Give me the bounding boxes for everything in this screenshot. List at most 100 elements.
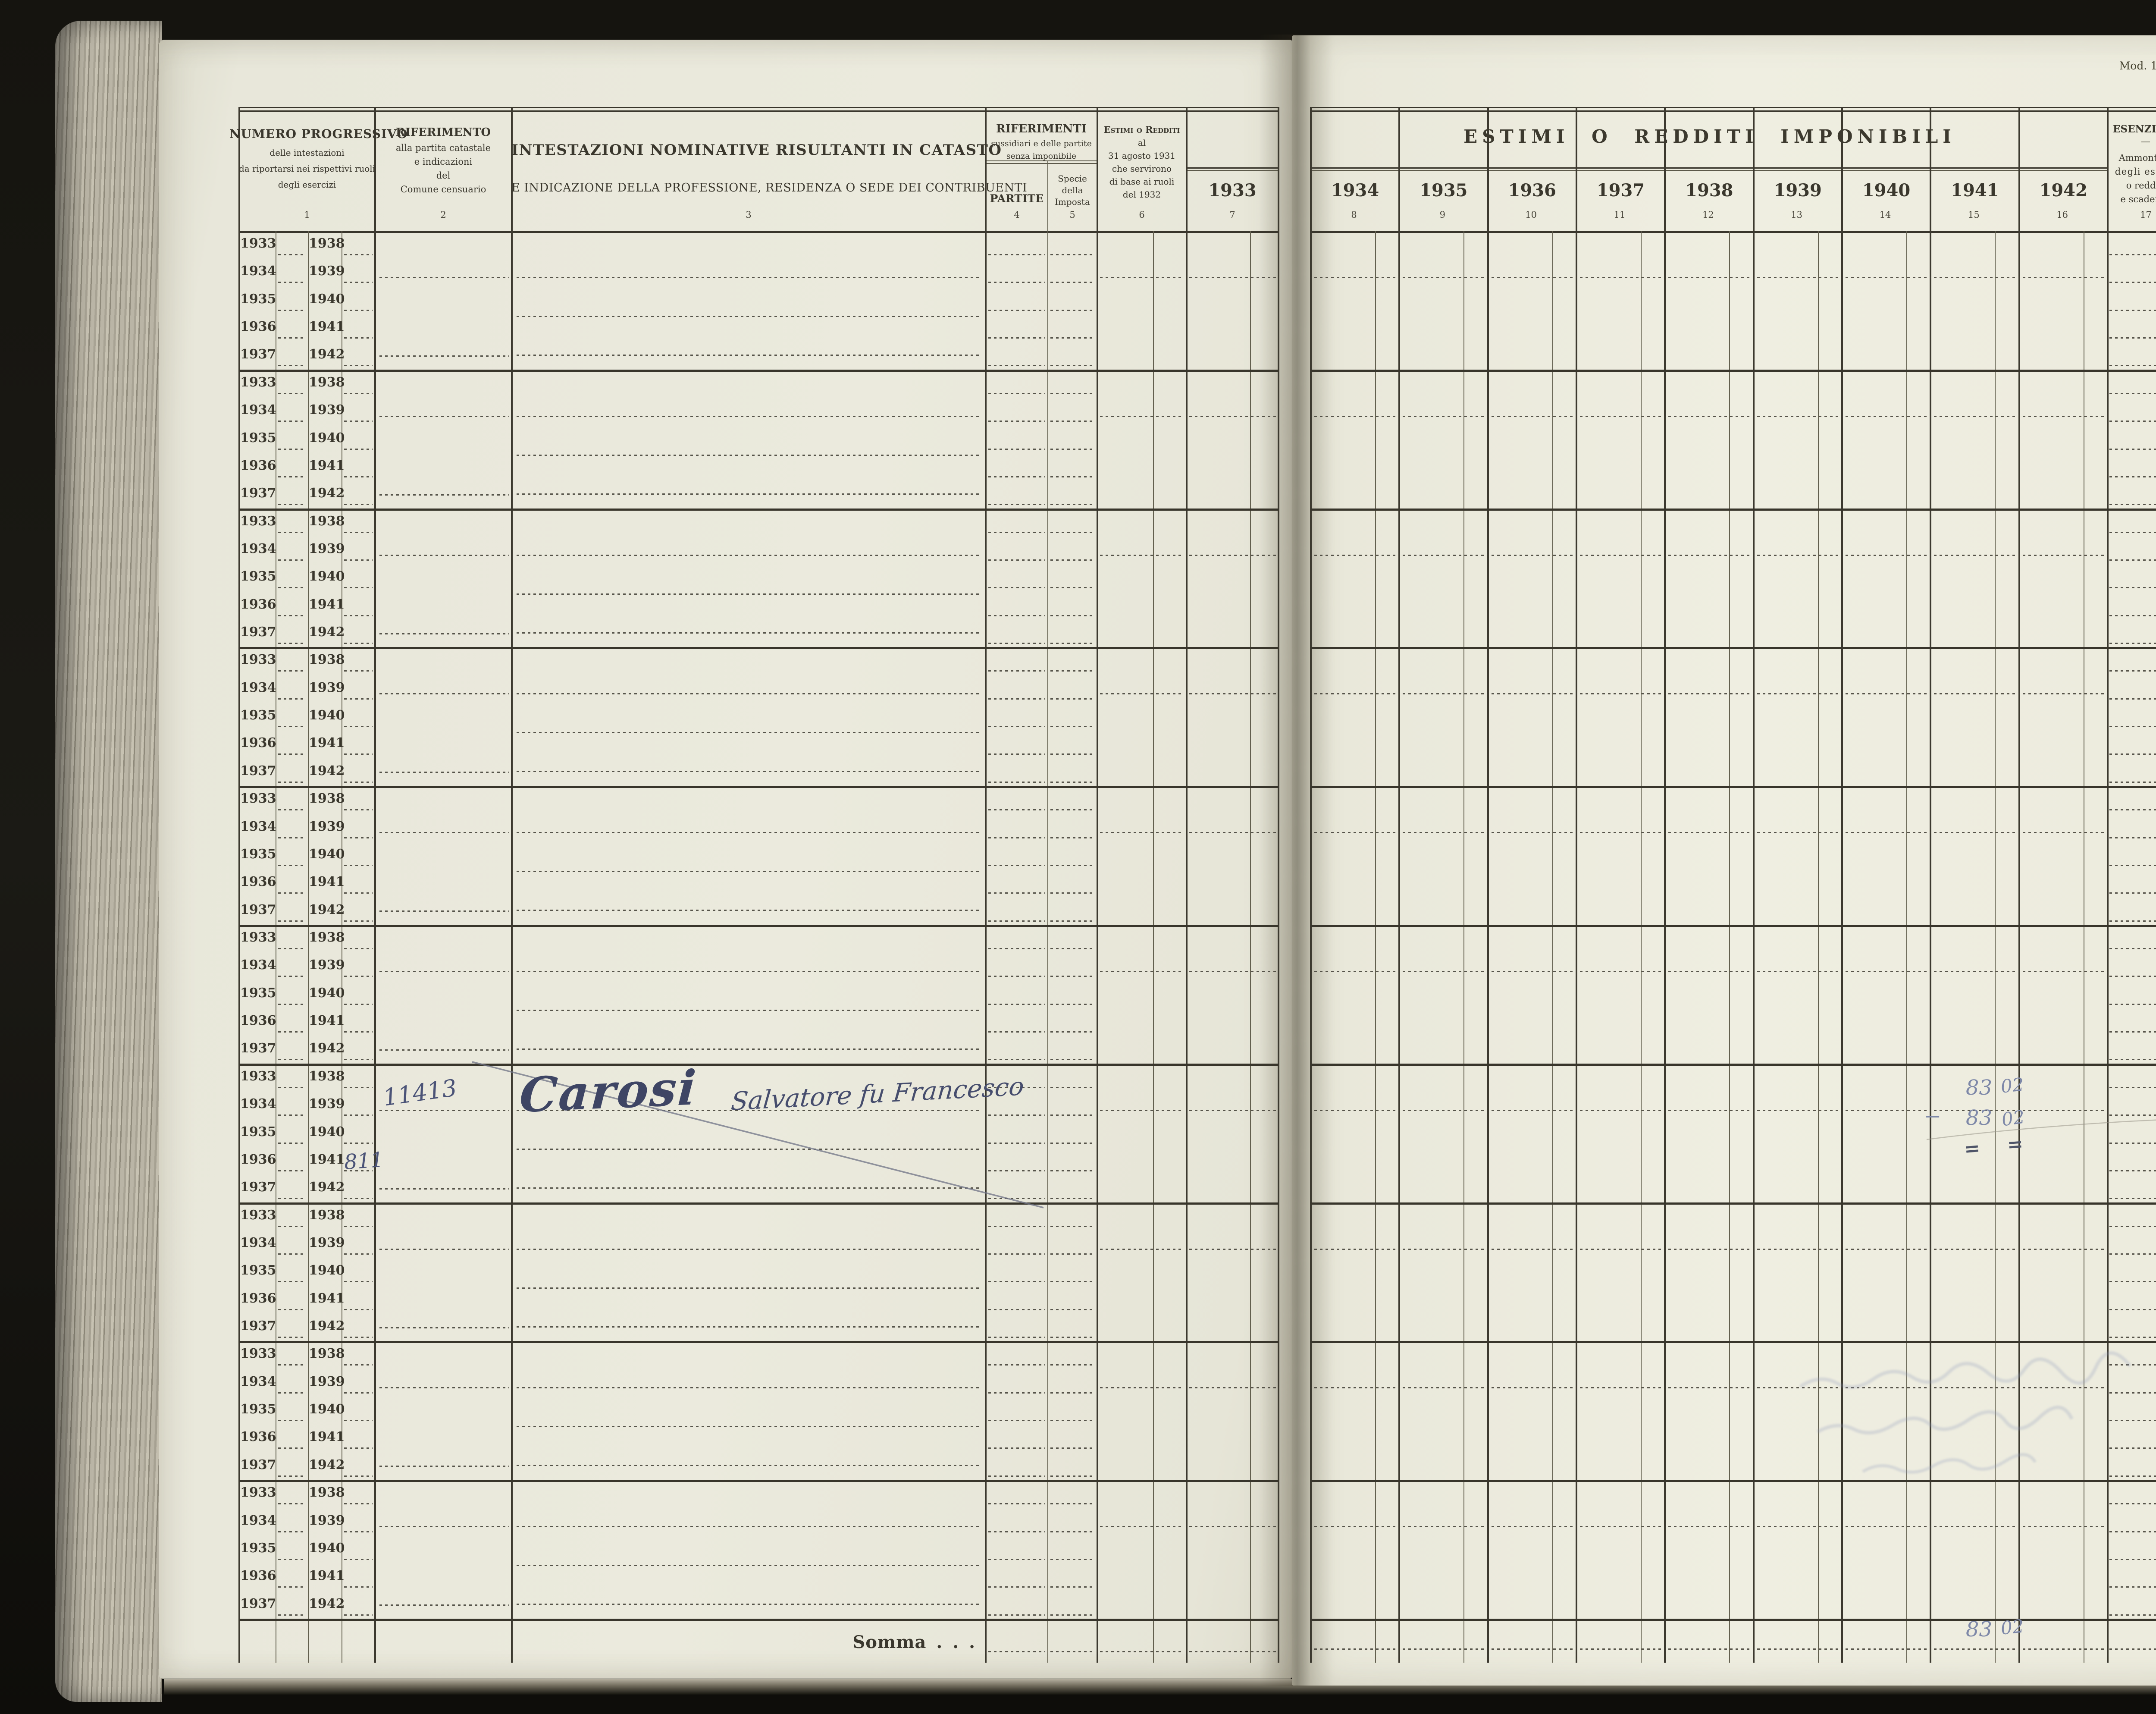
dotted-write-line [278,1503,306,1505]
dotted-write-line [1757,1248,1839,1250]
dotted-write-line [988,531,1045,533]
dotted-write-line [2109,615,2156,616]
dotted-write-line [278,559,306,561]
col5-header-line: Imposta [1055,197,1090,207]
grid-line-h [239,509,1279,511]
dotted-write-line [379,1387,509,1389]
dotted-write-line [988,337,1045,339]
year-column-label: 1938 [1685,180,1733,201]
dotted-write-line [988,282,1045,283]
dotted-write-line [1050,504,1095,505]
dotted-write-line [379,415,509,417]
dotted-write-line [517,871,982,873]
dotted-write-line [2109,1614,2156,1616]
dotted-write-line [1403,1248,1485,1250]
col2-header-title: RIFERIMENTO [395,126,491,139]
dotted-write-line [1580,1387,1662,1389]
col2-header-sub: alla partita catastale [395,143,491,153]
book-fore-edge-left [55,21,162,1702]
dotted-write-line [1050,559,1095,561]
dotted-write-line [1314,693,1396,695]
form-model-label: Mod. 111 – Imposte Dirette (Intercalare)… [2119,60,2156,72]
grid-line-h [986,160,1097,161]
grid-line-v [1818,231,1819,1663]
dotted-write-line [2109,698,2156,700]
dotted-write-line [1934,1526,2016,1528]
dotted-write-line [1050,587,1095,589]
dotted-write-line [278,837,306,838]
year-column-label: 1941 [1951,180,1999,201]
dotted-write-line [278,1475,306,1477]
dotted-write-line [988,726,1045,728]
dotted-write-line [988,837,1045,838]
dotted-write-line [1050,698,1095,700]
dotted-write-line [988,392,1045,394]
dotted-write-line [1757,693,1839,695]
dotted-write-line [517,355,982,356]
dotted-write-line [278,1142,306,1144]
dotted-write-line [1757,277,1839,278]
dotted-write-line [1100,693,1184,695]
dotted-write-line [278,1392,306,1394]
dotted-write-line [1050,976,1095,977]
row-year-label: 1938 [309,1068,345,1084]
dotted-write-line [517,415,982,417]
dotted-write-line [1189,1248,1276,1250]
dotted-write-line [1934,1248,2016,1250]
column-number: 5 [1069,210,1075,220]
dotted-write-line [1189,1387,1276,1389]
dotted-write-line [379,355,509,357]
row-year-label: 1940 [309,1124,345,1140]
column-number: 17 [2140,210,2152,220]
dotted-write-line [517,1604,982,1605]
dotted-write-line [1403,415,1485,417]
year-column-label: 1939 [1774,180,1822,201]
dotted-write-line [1050,254,1095,255]
row-year-label: 1936 [240,1290,276,1306]
grid-line-h [1311,1619,2156,1621]
column-number: 1 [304,210,310,220]
dotted-write-line [1050,1225,1095,1227]
grid-line-v [1552,231,1553,1663]
col6-header-line: Estimi o Redditi [1103,124,1180,135]
grid-line-h [1311,786,2156,788]
dotted-write-line [1050,1198,1095,1199]
grid-line-v [374,107,376,1663]
dotted-write-line [344,1031,373,1033]
dotted-write-line [988,1364,1045,1366]
dotted-write-line [1491,1248,1573,1250]
dotted-write-line [1050,531,1095,533]
row-year-label: 1938 [309,652,345,668]
dotted-write-line [1668,415,1750,417]
dotted-write-line [344,615,373,616]
row-year-label: 1942 [309,625,345,640]
dotted-write-line [278,1114,306,1116]
grid-line-h [1311,1202,2156,1205]
dotted-write-line [2109,837,2156,838]
row-year-label: 1939 [309,264,345,279]
dotted-write-line [379,1109,509,1111]
row-year-label: 1935 [240,708,276,723]
grid-line-v [1097,107,1098,1663]
estimi-banner-title: ESTIMI O REDDITI IMPONIBILI [1463,126,1956,147]
row-year-label: 1937 [240,1596,276,1611]
dotted-write-line [1580,1248,1662,1250]
dotted-write-line [278,1447,306,1449]
dotted-write-line [344,1198,373,1199]
dotted-write-line [278,254,306,255]
col3-header-line1: INTESTAZIONI NOMINATIVE RISULTANTI IN CA… [511,141,1002,159]
row-year-label: 1935 [240,1124,276,1140]
dotted-write-line [988,1586,1045,1588]
row-year-label: 1939 [309,402,345,418]
dotted-write-line [1189,1109,1276,1111]
grid-line-v [1487,107,1489,1663]
row-year-label: 1937 [240,486,276,501]
dotted-write-line [988,1392,1045,1394]
dotted-write-line [1668,1109,1750,1111]
row-year-label: 1942 [309,1457,345,1472]
row-year-label: 1941 [309,1013,345,1029]
row-year-label: 1936 [240,319,276,335]
column-number: 12 [1702,210,1714,220]
col1-header-sub: da riportarsi nei rispettivi ruoli [238,163,376,174]
